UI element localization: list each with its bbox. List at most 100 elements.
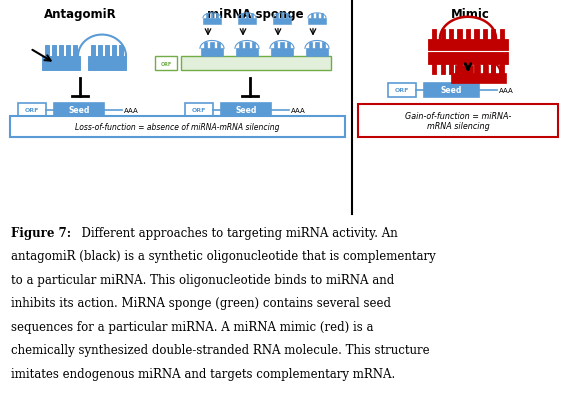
Bar xyxy=(246,14,249,19)
Text: AAA: AAA xyxy=(499,88,514,94)
Bar xyxy=(441,65,445,74)
Bar xyxy=(252,43,255,49)
Text: inhibits its action. MiRNA sponge (green) contains several seed: inhibits its action. MiRNA sponge (green… xyxy=(11,297,392,310)
Bar xyxy=(246,43,249,49)
Bar xyxy=(88,57,126,71)
Text: antagomiR (black) is a synthetic oligonucleotide that is complementary: antagomiR (black) is a synthetic oligonu… xyxy=(11,250,436,263)
Bar xyxy=(271,49,293,57)
Text: ORF: ORF xyxy=(192,108,206,113)
Bar xyxy=(388,84,416,98)
Bar xyxy=(59,46,63,57)
Bar xyxy=(474,65,479,74)
Text: miRNA sponge: miRNA sponge xyxy=(207,8,303,21)
Bar xyxy=(238,19,256,25)
Text: Gain-of-function = miRNA-
mRNA silencing: Gain-of-function = miRNA- mRNA silencing xyxy=(405,112,511,131)
Text: to a particular miRNA. This oligonucleotide binds to miRNA and: to a particular miRNA. This oligonucleot… xyxy=(11,273,394,286)
Bar xyxy=(474,30,479,39)
Bar xyxy=(201,49,223,57)
Bar xyxy=(483,65,487,74)
Bar xyxy=(466,30,470,39)
Text: Seed: Seed xyxy=(441,86,462,95)
Text: AAA: AAA xyxy=(291,108,306,113)
Bar xyxy=(241,14,243,19)
Bar xyxy=(204,43,207,49)
Bar xyxy=(42,57,80,71)
Bar xyxy=(239,43,242,49)
Text: ORF: ORF xyxy=(395,88,409,93)
Bar xyxy=(91,46,95,57)
Bar xyxy=(451,74,506,84)
Text: Loss-of-function = absence of miRNA-mRNA silencing: Loss-of-function = absence of miRNA-mRNA… xyxy=(75,123,280,132)
Bar xyxy=(316,14,318,19)
Bar xyxy=(449,30,453,39)
Bar xyxy=(73,46,76,57)
Bar xyxy=(236,49,258,57)
Bar xyxy=(112,46,116,57)
Bar xyxy=(311,14,313,19)
Bar xyxy=(185,103,213,117)
Bar xyxy=(52,46,56,57)
Bar xyxy=(432,65,437,74)
Bar xyxy=(432,30,437,39)
Bar xyxy=(483,30,487,39)
Text: imitates endogenous miRNA and targets complementary mRNA.: imitates endogenous miRNA and targets co… xyxy=(11,366,396,380)
Text: AAA: AAA xyxy=(124,108,139,113)
Bar xyxy=(287,43,290,49)
Bar xyxy=(10,116,345,138)
Bar xyxy=(280,43,283,49)
Bar xyxy=(203,19,221,25)
Bar xyxy=(458,30,462,39)
Bar xyxy=(216,14,218,19)
Bar xyxy=(119,46,123,57)
Bar xyxy=(99,46,102,57)
Text: AntagomiR: AntagomiR xyxy=(44,8,116,21)
Bar xyxy=(424,84,479,98)
Bar xyxy=(251,14,254,19)
Bar xyxy=(211,14,213,19)
Bar xyxy=(206,14,208,19)
Text: ORF: ORF xyxy=(25,108,39,113)
Bar xyxy=(491,30,495,39)
Bar xyxy=(155,57,177,71)
Text: ORF: ORF xyxy=(160,61,172,67)
Bar xyxy=(462,66,466,74)
Bar xyxy=(46,46,49,57)
Bar xyxy=(321,14,323,19)
Bar xyxy=(321,43,325,49)
Bar xyxy=(469,66,473,74)
Bar xyxy=(105,46,109,57)
Bar xyxy=(217,43,220,49)
Bar xyxy=(181,57,331,71)
Bar xyxy=(358,104,558,138)
Bar xyxy=(441,30,445,39)
Bar xyxy=(315,43,319,49)
Bar xyxy=(308,19,326,25)
Bar xyxy=(499,66,502,74)
Bar xyxy=(18,103,46,117)
Bar xyxy=(280,14,283,19)
Bar xyxy=(466,65,470,74)
Bar xyxy=(491,66,495,74)
Bar xyxy=(455,66,458,74)
Text: Seed: Seed xyxy=(235,106,256,115)
Text: chemically synthesized double-stranded RNA molecule. This structure: chemically synthesized double-stranded R… xyxy=(11,343,430,356)
Bar xyxy=(275,14,278,19)
Bar xyxy=(491,65,495,74)
Bar xyxy=(484,66,488,74)
Text: Different approaches to targeting miRNA activity. An: Different approaches to targeting miRNA … xyxy=(74,226,398,239)
Bar xyxy=(210,43,214,49)
Bar xyxy=(477,66,481,74)
Text: sequences for a particular miRNA. A miRNA mimic (red) is a: sequences for a particular miRNA. A miRN… xyxy=(11,320,374,333)
Text: Seed: Seed xyxy=(68,106,89,115)
Text: Figure 7:: Figure 7: xyxy=(11,226,71,239)
Text: Mimic: Mimic xyxy=(450,8,490,21)
Bar xyxy=(428,39,508,51)
Bar xyxy=(309,43,312,49)
Bar xyxy=(306,49,328,57)
Bar xyxy=(221,103,271,117)
Bar xyxy=(286,14,288,19)
Bar xyxy=(499,65,504,74)
Bar xyxy=(428,53,508,65)
Bar xyxy=(54,103,104,117)
Bar xyxy=(66,46,70,57)
